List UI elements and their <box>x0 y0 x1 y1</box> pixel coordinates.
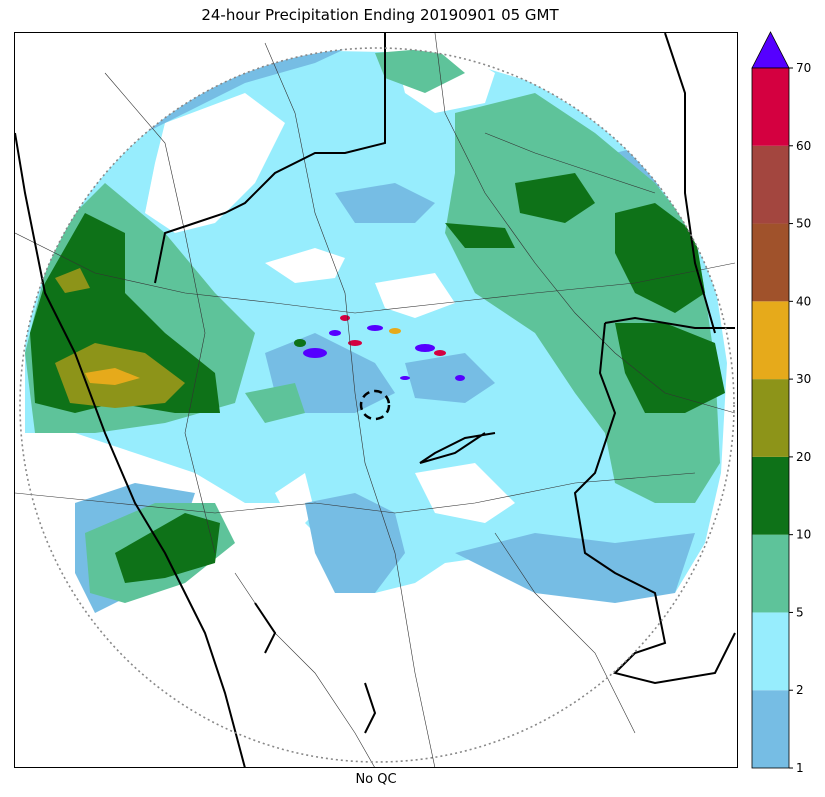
colorbar-segment <box>752 145 789 224</box>
colorbar-tick-label: 20 <box>796 450 811 464</box>
colorbar-segment <box>752 223 789 302</box>
colorbar-segment <box>752 301 789 380</box>
no-precip-hole <box>145 93 285 233</box>
radar-map <box>14 32 738 768</box>
precip-5-10-region <box>375 48 465 93</box>
colorbar-tick-label: 60 <box>796 139 811 153</box>
colorbar-tick-label: 70 <box>796 61 811 75</box>
no-precip-hole <box>275 473 315 533</box>
colorbar-segment <box>752 534 789 613</box>
radar-range-ring <box>19 47 735 763</box>
colorbar-segment <box>752 456 789 535</box>
no-precip-hole <box>415 463 515 523</box>
colorbar-segment <box>752 612 789 691</box>
precip-1-2-region <box>115 48 375 143</box>
colorbar-segment <box>752 690 789 768</box>
colorbar-tick-label: 50 <box>796 217 811 231</box>
precip-5-10-region <box>245 383 305 423</box>
no-precip-hole <box>265 248 345 283</box>
precip-10-20-region <box>515 173 595 223</box>
precip-1-2-region <box>455 533 695 603</box>
colorbar-tick-label: 2 <box>796 683 804 697</box>
precip-field <box>25 48 727 613</box>
chart-title: 24-hour Precipitation Ending 20190901 05… <box>201 6 559 24</box>
state-borders <box>15 33 736 767</box>
no-precip-hole <box>375 273 455 318</box>
colorbar-svg: 1 2 5 10 20 30 40 50 60 70 <box>751 31 811 775</box>
colorbar-extend-arrow <box>751 31 790 69</box>
precip-1-2-region <box>305 493 405 593</box>
colorbar-segment <box>752 379 789 457</box>
colorbar-tick-label: 30 <box>796 372 811 386</box>
colorbar-segment <box>752 68 789 146</box>
colorbar-tick-label: 10 <box>796 528 811 542</box>
x-axis-label: No QC <box>355 772 397 787</box>
precip-10-20-region <box>615 323 725 413</box>
radar-site-marker <box>359 389 391 421</box>
precip-10-20-region <box>445 223 515 248</box>
colorbar-tick-label: 40 <box>796 294 811 308</box>
colorbar-outline <box>751 67 790 769</box>
precip-10-20-region <box>115 513 220 583</box>
colorbar: 1 2 5 10 20 30 40 50 60 70 <box>745 28 825 775</box>
colorbar-tick-label: 1 <box>796 761 804 773</box>
colorbar-tick-label: 5 <box>796 605 804 619</box>
precip-1-2-region <box>335 183 435 223</box>
precip-10-20-region <box>615 203 705 313</box>
district-borders <box>15 33 736 767</box>
precip-20-30-region <box>55 268 90 293</box>
radar-map-svg <box>15 33 736 767</box>
precip-1-2-region <box>405 353 495 403</box>
convective-cells <box>294 315 465 381</box>
precip-30-40-region <box>85 368 140 385</box>
